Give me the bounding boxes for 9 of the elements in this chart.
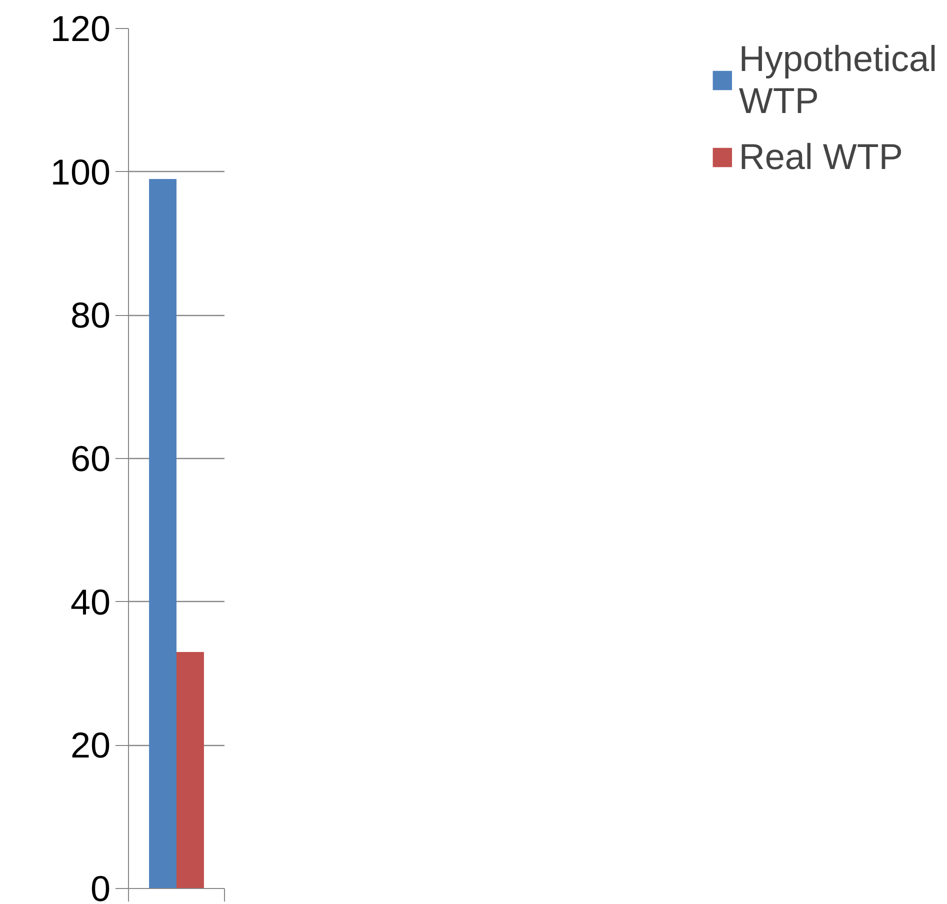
y-tick-label: 40 <box>70 581 111 622</box>
y-tick-label: 0 <box>90 868 111 904</box>
y-tick-label: 80 <box>70 294 111 336</box>
y-tick-label: 60 <box>70 438 111 479</box>
legend-label: Real WTP <box>738 136 903 178</box>
y-tick-label: 20 <box>70 724 111 766</box>
y-tick-label: 120 <box>50 8 111 49</box>
y-tick-label: 100 <box>50 151 111 192</box>
legend-label: Hypothetical WTP <box>738 38 937 122</box>
